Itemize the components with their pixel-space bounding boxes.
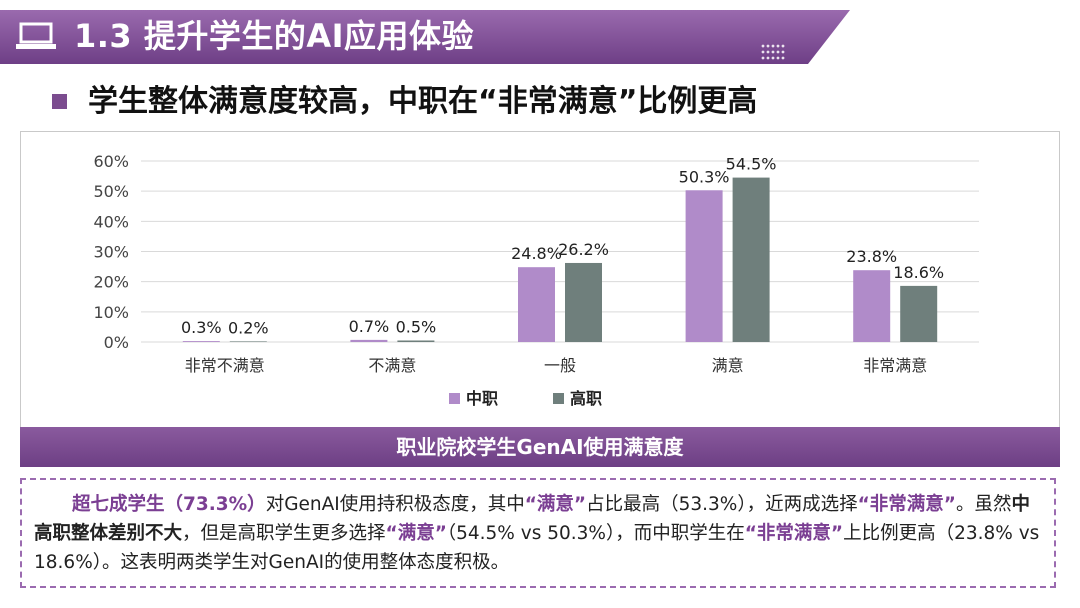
page-title: 1.3 提升学生的AI应用体验 [74, 17, 475, 55]
subtitle: 学生整体满意度较高，中职在“非常满意”比例更高 [88, 84, 758, 119]
data-label: 54.5% [726, 155, 777, 174]
bar-高职 [900, 285, 938, 342]
legend-label: 中职 [466, 389, 498, 408]
header-bar [0, 10, 850, 64]
summary-part: ，但是高职学生更多选择 [182, 523, 386, 544]
y-tick-label: 20% [93, 273, 129, 292]
data-label: 0.3% [181, 318, 222, 337]
data-label: 24.8% [511, 244, 562, 263]
summary-part: 超七成学生（73.3%） [72, 494, 266, 515]
bar-中职 [685, 190, 723, 342]
summary-part: 中高职整体差别不大 [34, 494, 1030, 544]
data-label: 0.5% [396, 317, 437, 336]
x-tick-label: 满意 [712, 356, 744, 375]
data-label: 50.3% [679, 167, 730, 186]
data-label: 26.2% [558, 240, 609, 259]
summary-part: 上比例更高（23.8% vs 18.6%）。这表明两类学生对GenAI的使用整体… [34, 523, 1040, 573]
summary-text: 超七成学生（73.3%）对GenAI使用持积极态度，其中“满意”占比最高（53.… [34, 494, 1039, 573]
bar-高职 [732, 177, 770, 342]
legend-swatch [553, 393, 564, 404]
legend-label: 高职 [570, 389, 602, 408]
chart-panel: 0% 10% 20% 30% 40% 50% 60% 0.3% 0.2% 非常不满意 0.7% 0.5… [20, 131, 1060, 429]
summary-part: 。虽然 [955, 494, 1012, 515]
x-tick-label: 非常不满意 [185, 356, 265, 375]
summary-part: （54.5% vs 50.3%），而中职学生在 [446, 523, 745, 544]
data-label: 23.8% [846, 247, 897, 266]
bar-高职 [565, 262, 602, 342]
chart-caption: 职业院校学生GenAI使用满意度 [20, 427, 1060, 467]
data-label: 0.2% [228, 318, 269, 337]
y-tick-label: 0% [104, 333, 129, 352]
laptop-icon [16, 22, 56, 49]
data-label: 0.7% [349, 317, 390, 336]
bar-中职 [518, 267, 555, 342]
y-tick-label: 30% [93, 243, 129, 262]
y-tick-label: 40% [93, 212, 129, 231]
bar-高职 [397, 340, 435, 342]
y-tick-label: 60% [93, 152, 129, 171]
bar-高职 [229, 341, 267, 342]
dot-pattern-icon [761, 44, 785, 60]
y-tick-label: 10% [93, 303, 129, 322]
summary-part: 对GenAI使用持积极态度，其中 [265, 494, 525, 515]
legend-swatch [449, 393, 460, 404]
summary-part: “满意” [524, 494, 587, 515]
x-tick-label: 一般 [544, 356, 576, 375]
bar-中职 [182, 341, 220, 342]
bar-中职 [853, 270, 891, 342]
y-tick-label: 50% [93, 182, 129, 201]
summary-box: 超七成学生（73.3%）对GenAI使用持积极态度，其中“满意”占比最高（53.… [20, 478, 1056, 588]
summary-part: “非常满意” [744, 523, 844, 544]
data-label: 18.6% [893, 263, 944, 282]
subtitle-bullet [52, 94, 67, 109]
summary-part: 占比最高（53.3%），近两成选择 [586, 494, 858, 515]
bar-中职 [350, 339, 388, 342]
summary-part: “非常满意” [857, 494, 956, 515]
summary-part: “满意” [385, 523, 447, 544]
x-tick-label: 不满意 [368, 356, 416, 375]
x-tick-label: 非常满意 [863, 356, 927, 375]
bar-chart: 0% 10% 20% 30% 40% 50% 60% 0.3% 0.2% 非常不满意 0.7% 0.5… [93, 152, 979, 408]
